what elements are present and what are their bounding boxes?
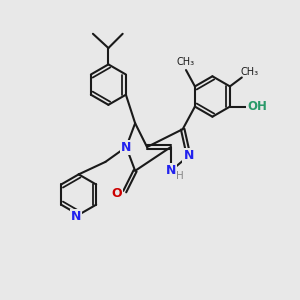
- Text: N: N: [166, 164, 176, 177]
- Text: CH₃: CH₃: [177, 57, 195, 67]
- Text: H: H: [176, 171, 184, 181]
- Text: OH: OH: [247, 100, 267, 113]
- Text: N: N: [184, 149, 194, 162]
- Text: O: O: [111, 187, 122, 200]
- Text: N: N: [70, 210, 81, 223]
- Text: N: N: [121, 140, 131, 154]
- Text: CH₃: CH₃: [240, 67, 258, 76]
